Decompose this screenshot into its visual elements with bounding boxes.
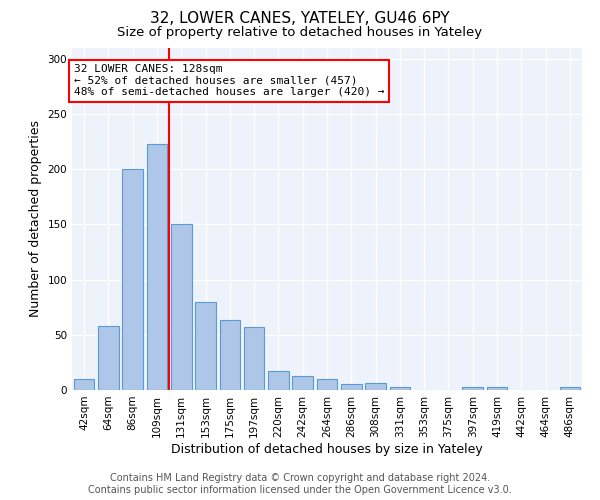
Bar: [171, 224, 191, 390]
Bar: [220, 320, 240, 390]
Bar: [74, 379, 94, 390]
Bar: [463, 386, 483, 390]
Bar: [244, 327, 265, 390]
Bar: [341, 384, 362, 390]
Bar: [317, 379, 337, 390]
Text: Size of property relative to detached houses in Yateley: Size of property relative to detached ho…: [118, 26, 482, 39]
Bar: [146, 144, 167, 390]
Text: 32 LOWER CANES: 128sqm
← 52% of detached houses are smaller (457)
48% of semi-de: 32 LOWER CANES: 128sqm ← 52% of detached…: [74, 64, 385, 98]
Bar: [365, 384, 386, 390]
Y-axis label: Number of detached properties: Number of detached properties: [29, 120, 42, 318]
X-axis label: Distribution of detached houses by size in Yateley: Distribution of detached houses by size …: [171, 442, 483, 456]
Bar: [389, 386, 410, 390]
Bar: [268, 371, 289, 390]
Bar: [560, 386, 580, 390]
Bar: [122, 169, 143, 390]
Bar: [292, 376, 313, 390]
Text: Contains HM Land Registry data © Crown copyright and database right 2024.
Contai: Contains HM Land Registry data © Crown c…: [88, 474, 512, 495]
Bar: [487, 386, 508, 390]
Text: 32, LOWER CANES, YATELEY, GU46 6PY: 32, LOWER CANES, YATELEY, GU46 6PY: [150, 11, 450, 26]
Bar: [98, 326, 119, 390]
Bar: [195, 302, 216, 390]
